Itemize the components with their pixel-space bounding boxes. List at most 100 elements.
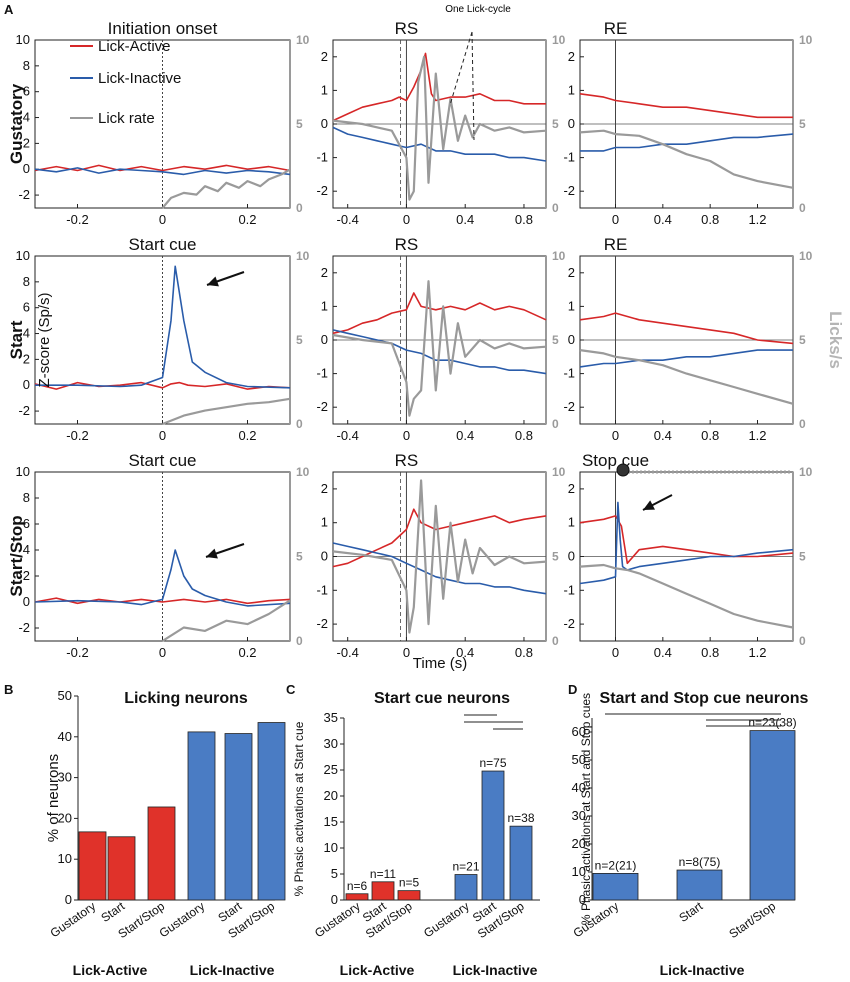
series-line-lick-rate [579, 563, 794, 629]
bar-lick-active-start [371, 881, 395, 901]
panel-title: RS [395, 235, 419, 254]
bar-count-label: n=2(21) [595, 858, 637, 872]
y-tick-label: -1 [316, 366, 328, 381]
series-line-lick-active [332, 52, 546, 122]
bar-group-label: Lick-Inactive [453, 962, 538, 978]
y-tick-label: 8 [23, 274, 30, 289]
bar-lick-inactive-start-stop [257, 722, 286, 901]
right-tick-label: 10 [296, 33, 310, 47]
one-lick-cycle-annotation: One Lick-cycle [445, 4, 511, 15]
bar-y-axis-label: % Phasic activations at Start cue [292, 721, 306, 896]
right-tick-label: 10 [552, 33, 566, 47]
y-tick-label: 6 [23, 84, 30, 99]
y-tick-label: 2 [321, 265, 328, 280]
y-tick-label: -2 [563, 183, 575, 198]
arrow-head [206, 548, 218, 559]
right-tick-label: 5 [296, 550, 303, 564]
row-label: Start [7, 320, 26, 359]
y-tick-label: 0 [321, 116, 328, 131]
y-tick-label: 1 [568, 82, 575, 97]
y-tick-label: 1 [321, 515, 328, 530]
bar-category-label: Start [676, 899, 705, 925]
y-tick-label: 10 [16, 464, 30, 479]
y-tick-label: -2 [316, 183, 328, 198]
series-line-lick-active [579, 312, 794, 345]
series-line-lick-rate [332, 280, 547, 417]
bar-y-tick-label: 30 [324, 736, 338, 751]
bar-y-tick-label: 20 [58, 810, 72, 825]
panel-label-c: C [286, 682, 296, 697]
bar-count-label: n=11 [370, 867, 396, 881]
bar-count-label: n=6 [347, 879, 368, 893]
series-line-lick-inactive [332, 542, 547, 595]
bar-lick-inactive-gustatory [592, 873, 639, 901]
x-tick-label: -0.2 [66, 428, 88, 443]
row-label: Start/Stop [7, 515, 26, 596]
bar-y-tick-label: 10 [58, 851, 72, 866]
y-tick-label: -1 [316, 582, 328, 597]
series-line-lick-active [579, 93, 793, 119]
x-tick-label: 0 [403, 212, 410, 227]
series-line-lick-inactive [332, 329, 547, 375]
bar-lick-inactive-start [676, 869, 723, 901]
y-tick-label: 1 [321, 298, 328, 313]
x-tick-label: -0.4 [336, 428, 358, 443]
y-tick-label: 1 [321, 82, 328, 97]
y-tick-label: 0 [321, 332, 328, 347]
x-tick-label: 0.4 [456, 428, 474, 443]
x-tick-label: 1.2 [748, 645, 766, 660]
x-tick-label: -0.4 [336, 645, 358, 660]
series-line-lick-inactive [35, 265, 291, 389]
x-tick-label: -0.2 [66, 212, 88, 227]
y-tick-label: 0 [23, 594, 30, 609]
bar-y-tick-label: 10 [324, 840, 338, 855]
right-tick-label: 10 [799, 249, 813, 263]
y-tick-label: -1 [563, 366, 575, 381]
series-line-lick-active [332, 508, 547, 568]
right-tick-label: 10 [296, 249, 310, 263]
bar-y-tick-label: 5 [331, 866, 338, 881]
bar-count-label: n=21 [452, 860, 479, 874]
x-tick-label: 0 [612, 212, 619, 227]
x-tick-label: 0.8 [515, 645, 533, 660]
series-line-lick-inactive [34, 549, 291, 607]
x-tick-label: 0.8 [515, 212, 533, 227]
x-tick-label: 0.2 [238, 428, 256, 443]
y-tick-label: -2 [316, 616, 328, 631]
y-tick-label: 4 [23, 326, 30, 341]
panel-title: RS [395, 19, 419, 38]
right-tick-label: 5 [799, 117, 806, 131]
right-tick-label: 5 [552, 117, 559, 131]
bar-y-tick-label: 0 [579, 892, 586, 907]
y-tick-label: -2 [18, 403, 30, 418]
y-tick-label: 0 [568, 549, 575, 564]
bar-y-tick-label: 15 [324, 814, 338, 829]
x-tick-label: 0.2 [238, 645, 256, 660]
series-line-lick-inactive [580, 133, 794, 152]
series-line-lick-inactive [332, 126, 547, 162]
x-tick-label: 0.8 [701, 645, 719, 660]
x-tick-label: 1.2 [748, 428, 766, 443]
bar-y-tick-label: 10 [572, 864, 586, 879]
right-tick-label: 10 [799, 465, 813, 479]
bar-lick-inactive-gustatory [187, 731, 216, 901]
bar-lick-inactive-start [481, 770, 505, 901]
panel-label-b: B [4, 682, 13, 697]
x-tick-label: -0.2 [66, 645, 88, 660]
y-tick-label: 4 [23, 542, 30, 557]
y-tick-label: -1 [563, 582, 575, 597]
x-tick-label: 0 [612, 645, 619, 660]
y-tick-label: 2 [321, 481, 328, 496]
series-line-lick-inactive [34, 167, 291, 176]
right-tick-label: 0 [296, 201, 303, 215]
right-tick-label: 0 [552, 634, 559, 648]
bar-group-label: Lick-Inactive [190, 962, 275, 978]
y-tick-label: 6 [23, 300, 30, 315]
series-line-lick-active [34, 597, 291, 605]
y-tick-label: 2 [568, 265, 575, 280]
x-tick-label: 0 [403, 428, 410, 443]
x-tick-label: 0.4 [654, 212, 672, 227]
x-tick-label: 0.8 [515, 428, 533, 443]
